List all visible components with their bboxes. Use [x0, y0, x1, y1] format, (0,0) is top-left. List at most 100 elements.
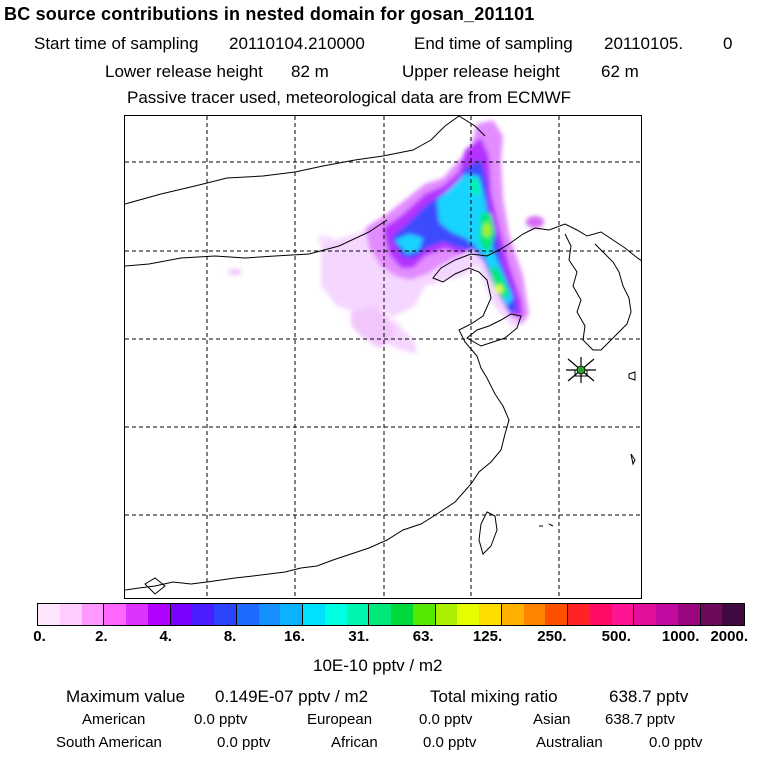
colorbar-tick-label: 16.	[284, 628, 305, 645]
lower-release-value: 82 m	[291, 62, 329, 81]
tracer-note: Passive tracer used, meteorological data…	[127, 88, 572, 107]
colorbar-segment	[302, 604, 325, 625]
colorbar-tick-label: 500.	[601, 628, 631, 645]
colorbar-tick-label: 2000.	[710, 628, 749, 645]
colorbar-segment	[656, 604, 678, 625]
plume-core-north	[483, 223, 491, 237]
border-northeast	[458, 116, 486, 137]
coastlines	[125, 116, 641, 595]
start-time-label: Start time of sampling	[34, 34, 199, 53]
upper-release-value: 62 m	[601, 62, 639, 81]
region-south-american-value: 0.0 pptv	[217, 734, 271, 751]
end-time-value: 20110105.	[604, 34, 684, 53]
region-south-american-label: South American	[56, 734, 162, 751]
colorbar-segment	[412, 604, 435, 625]
colorbar-segment	[126, 604, 148, 625]
lower-release-label: Lower release height	[105, 62, 263, 81]
shandong-peninsula	[466, 313, 522, 347]
colorbar-segment	[169, 604, 193, 625]
colorbar-tick-label: 8.	[223, 628, 237, 645]
colorbar-segment	[258, 604, 281, 625]
plume-blue	[391, 160, 517, 312]
grid-lines	[125, 116, 641, 598]
colorbar-segment	[722, 604, 744, 625]
colorbar-tick-label: 63.	[412, 628, 434, 645]
border-west	[125, 219, 388, 267]
coast-korea	[534, 223, 641, 262]
colorbar-segment	[434, 604, 458, 625]
plume-green-south	[489, 266, 509, 300]
colorbar-segment	[147, 604, 170, 625]
colorbar-segment	[457, 604, 479, 625]
japan-islands-a	[628, 371, 636, 381]
colorbar	[37, 603, 745, 626]
colorbar-unit: 10E-10 pptv / m2	[313, 656, 443, 675]
region-european-label: European	[307, 711, 373, 728]
colorbar-tick-label: 0.	[33, 628, 46, 645]
region-african-value: 0.0 pptv	[423, 734, 477, 751]
end-time-suffix: 0	[723, 34, 733, 53]
region-african-label: African	[331, 734, 378, 751]
ryukyu-islands	[539, 523, 554, 527]
total-mixing-label: Total mixing ratio	[430, 687, 558, 706]
region-american-value: 0.0 pptv	[194, 711, 248, 728]
taiwan	[478, 511, 498, 555]
plume-east-spot	[526, 216, 544, 228]
colorbar-segment	[589, 604, 612, 625]
colorbar-tick-label: 4.	[159, 628, 172, 645]
region-australian-value: 0.0 pptv	[649, 734, 703, 751]
colorbar-segment	[500, 604, 524, 625]
colorbar-segment	[38, 604, 60, 625]
colorbar-segment	[391, 604, 413, 625]
max-value: 0.149E-07 pptv / m2	[215, 687, 369, 706]
plume-green-north	[469, 178, 481, 196]
colorbar-segment	[633, 604, 656, 625]
plume-faint-spot	[317, 235, 333, 243]
colorbar-segment	[523, 604, 546, 625]
plume-southwest-haze	[351, 306, 395, 348]
colorbar-segment	[324, 604, 347, 625]
region-american-label: American	[82, 711, 146, 728]
map-panel	[124, 115, 642, 599]
plume-cyan-west	[395, 234, 423, 254]
colorbar-segment	[368, 604, 391, 625]
total-mixing-value: 638.7 pptv	[609, 687, 689, 706]
japan-islands-b	[630, 453, 636, 466]
receptor-marker-icon	[566, 357, 596, 383]
colorbar-tick-label: 2.	[95, 628, 108, 645]
colorbar-segment	[479, 604, 501, 625]
colorbar-segment	[677, 604, 700, 625]
colorbar-segment	[235, 604, 259, 625]
max-value-label: Maximum value	[66, 687, 186, 706]
colorbar-segment	[346, 604, 369, 625]
concentration-field	[228, 120, 544, 354]
colorbar-tick-label: 31.	[348, 628, 370, 645]
region-asian-label: Asian	[533, 711, 571, 728]
hainan	[144, 577, 166, 595]
colorbar-segment	[280, 604, 302, 625]
end-time-label: End time of sampling	[414, 34, 573, 53]
colorbar-segment	[214, 604, 236, 625]
map-svg	[125, 116, 641, 598]
border-north	[125, 116, 460, 205]
korea-west-coast	[564, 233, 632, 351]
plume-core-south	[495, 285, 503, 293]
colorbar-tick-label: 1000.	[661, 628, 700, 645]
colorbar-segment	[103, 604, 126, 625]
start-time-value: 20110104.210000	[229, 34, 365, 53]
colorbar-segment	[59, 604, 82, 625]
upper-release-label: Upper release height	[402, 62, 560, 81]
colorbar-segment	[699, 604, 723, 625]
region-european-value: 0.0 pptv	[419, 711, 473, 728]
region-australian-label: Australian	[536, 734, 603, 751]
colorbar-segment	[567, 604, 590, 625]
colorbar-tick-label: 250.	[537, 628, 567, 645]
colorbar-segment	[81, 604, 104, 625]
colorbar-segment	[545, 604, 567, 625]
colorbar-segment	[192, 604, 214, 625]
region-asian-value: 638.7 pptv	[605, 711, 676, 728]
coast-china	[125, 227, 536, 591]
colorbar-tick-label: 125.	[472, 628, 503, 645]
plume-west-spot	[228, 269, 242, 275]
colorbar-segment	[611, 604, 634, 625]
